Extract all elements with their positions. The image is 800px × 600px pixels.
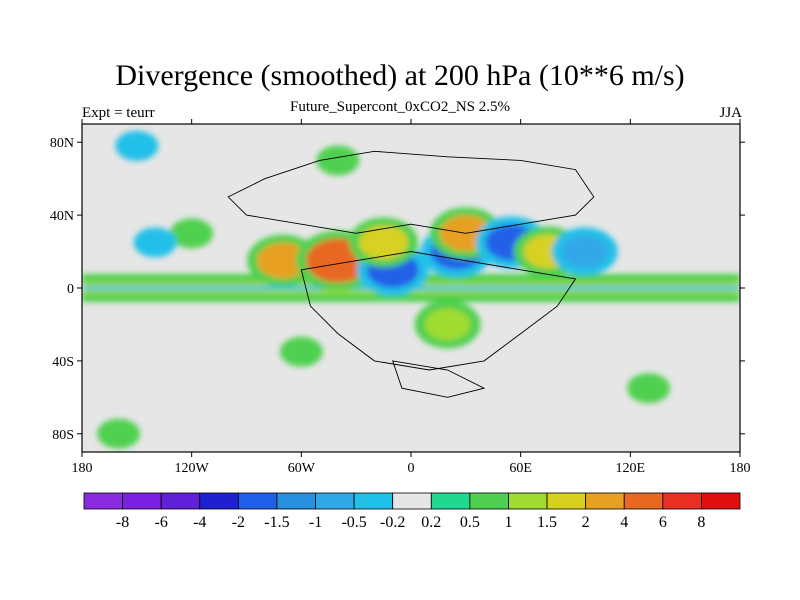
field-blob (627, 373, 671, 404)
lon-tick-label: 180 (730, 461, 751, 476)
colorbar-label: -0.5 (341, 514, 366, 531)
lon-tick-label: 180 (72, 461, 93, 476)
lat-tick-label: 40S (52, 355, 74, 370)
colorbar-swatch (585, 492, 625, 510)
colorbar-label: 1.5 (537, 514, 557, 531)
field-blob (115, 130, 159, 161)
field-blob (257, 242, 310, 279)
divergence-field (82, 124, 740, 452)
colorbar-label: 0.5 (460, 514, 480, 531)
colorbar-label: 6 (659, 514, 667, 531)
lat-tick-label: 40N (50, 209, 74, 224)
map-axes: 180 120W 60W 0 60E 120E 180 80N 40N 0 40S 80S (50, 119, 751, 476)
colorbar-swatch (83, 492, 123, 510)
colorbar-swatch (315, 492, 355, 510)
coastline-segment (392, 360, 486, 398)
lat-tick-label: 80N (50, 136, 74, 151)
field-blob (359, 225, 409, 260)
season-label: JJA (719, 105, 742, 121)
colorbar-label: 2 (582, 514, 590, 531)
colorbar-swatch (508, 492, 548, 510)
colorbar-swatch (623, 492, 664, 510)
colorbar-label: -1.5 (264, 514, 289, 531)
colorbar-swatch (122, 492, 162, 510)
field-blob (133, 227, 177, 258)
colorbar-label: 8 (697, 514, 705, 531)
colorbar-swatch (276, 492, 316, 510)
colorbar-swatch (701, 492, 741, 510)
field-blob (97, 418, 141, 449)
lon-tick-label: 120W (175, 461, 210, 476)
field-blob (424, 308, 471, 341)
field-blob (279, 336, 323, 367)
lon-tick-label: 60E (509, 461, 532, 476)
colorbar-label: -4 (193, 514, 206, 531)
colorbar-swatch (392, 492, 432, 510)
colorbar-label: -6 (155, 514, 168, 531)
field-blob (170, 218, 214, 249)
field-blobs (82, 130, 740, 449)
chart-title: Divergence (smoothed) at 200 hPa (10**6 … (115, 59, 685, 92)
colorbar-label: 4 (620, 514, 628, 531)
colorbar-label: 1 (504, 514, 512, 531)
chart-subtitle: Future_Supercont_0xCO2_NS 2.5% (290, 99, 510, 115)
experiment-label: Expt = teurr (82, 105, 155, 121)
colorbar-label: -0.2 (380, 514, 405, 531)
colorbar-label: 0.2 (421, 514, 441, 531)
colorbar-swatch (546, 492, 587, 510)
colorbar-label: -8 (116, 514, 129, 531)
coastline-outline (227, 150, 595, 398)
colorbar-swatch (237, 492, 278, 510)
coastline-segment (227, 150, 595, 234)
colorbar-swatch (199, 492, 239, 510)
lon-tick-label: 60W (288, 461, 316, 476)
colorbar: -8 -6 -4 -2 -1.5 -1 -0.5 -0.2 0.2 0.5 1 1.5 2 4 6 8 (83, 492, 741, 531)
lat-tick-label: 0 (67, 282, 74, 297)
field-blob (561, 235, 608, 268)
coastline-segment (300, 251, 577, 371)
colorbar-label: -2 (232, 514, 245, 531)
colorbar-swatch (430, 492, 471, 510)
field-blob (316, 145, 360, 176)
colorbar-swatch (662, 492, 702, 510)
lat-tick-label: 80S (52, 428, 74, 443)
colorbar-swatch (160, 492, 201, 510)
lon-tick-label: 120E (616, 461, 646, 476)
lon-tick-label: 0 (408, 461, 415, 476)
colorbar-label: -1 (309, 514, 322, 531)
colorbar-swatch (469, 492, 509, 510)
colorbar-swatch (353, 492, 394, 510)
